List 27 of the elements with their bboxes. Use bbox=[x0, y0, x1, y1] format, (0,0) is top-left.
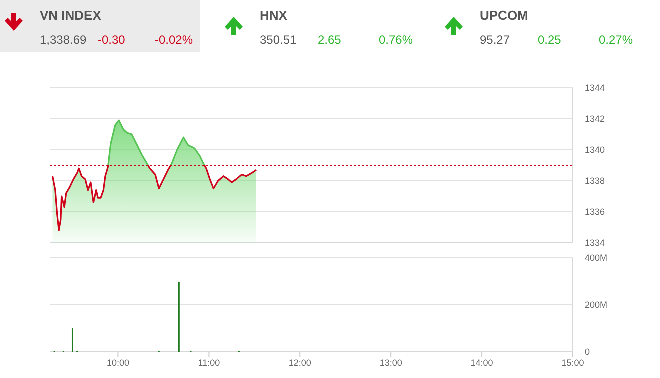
text: 0.76% bbox=[378, 33, 414, 47]
text: UPCOM bbox=[480, 8, 528, 23]
text: 1,338.69 bbox=[40, 33, 88, 47]
y-tick-label: 1334 bbox=[585, 238, 606, 248]
y-tick-label: 400M bbox=[585, 253, 608, 264]
y-tick-label: 1344 bbox=[585, 83, 606, 94]
text: 0.25 bbox=[538, 33, 562, 47]
text: -0.30 bbox=[98, 33, 126, 47]
y-tick-label: 1338 bbox=[585, 176, 606, 186]
text: 2.65 bbox=[318, 33, 342, 47]
y-tick-label: 1340 bbox=[585, 145, 606, 156]
x-tick-label: 12:00 bbox=[288, 358, 312, 368]
text: -0.02% bbox=[154, 33, 194, 47]
text: 95.27 bbox=[480, 33, 510, 47]
y-tick-label: 200M bbox=[585, 300, 608, 310]
x-tick-label: 13:00 bbox=[380, 358, 402, 368]
x-tick-label: 15:00 bbox=[562, 358, 584, 368]
x-tick-label: 10:00 bbox=[106, 358, 130, 368]
x-tick-label: 11:00 bbox=[198, 358, 220, 368]
y-tick-label: 0 bbox=[585, 347, 590, 358]
y-tick-label: 1342 bbox=[585, 114, 606, 124]
text: HNX bbox=[260, 8, 288, 23]
text: 0.27% bbox=[598, 33, 634, 47]
x-tick-label: 14:00 bbox=[470, 358, 494, 368]
y-tick-label: 1336 bbox=[585, 207, 606, 218]
text: 350.51 bbox=[260, 33, 298, 47]
text: VN INDEX bbox=[40, 8, 102, 23]
